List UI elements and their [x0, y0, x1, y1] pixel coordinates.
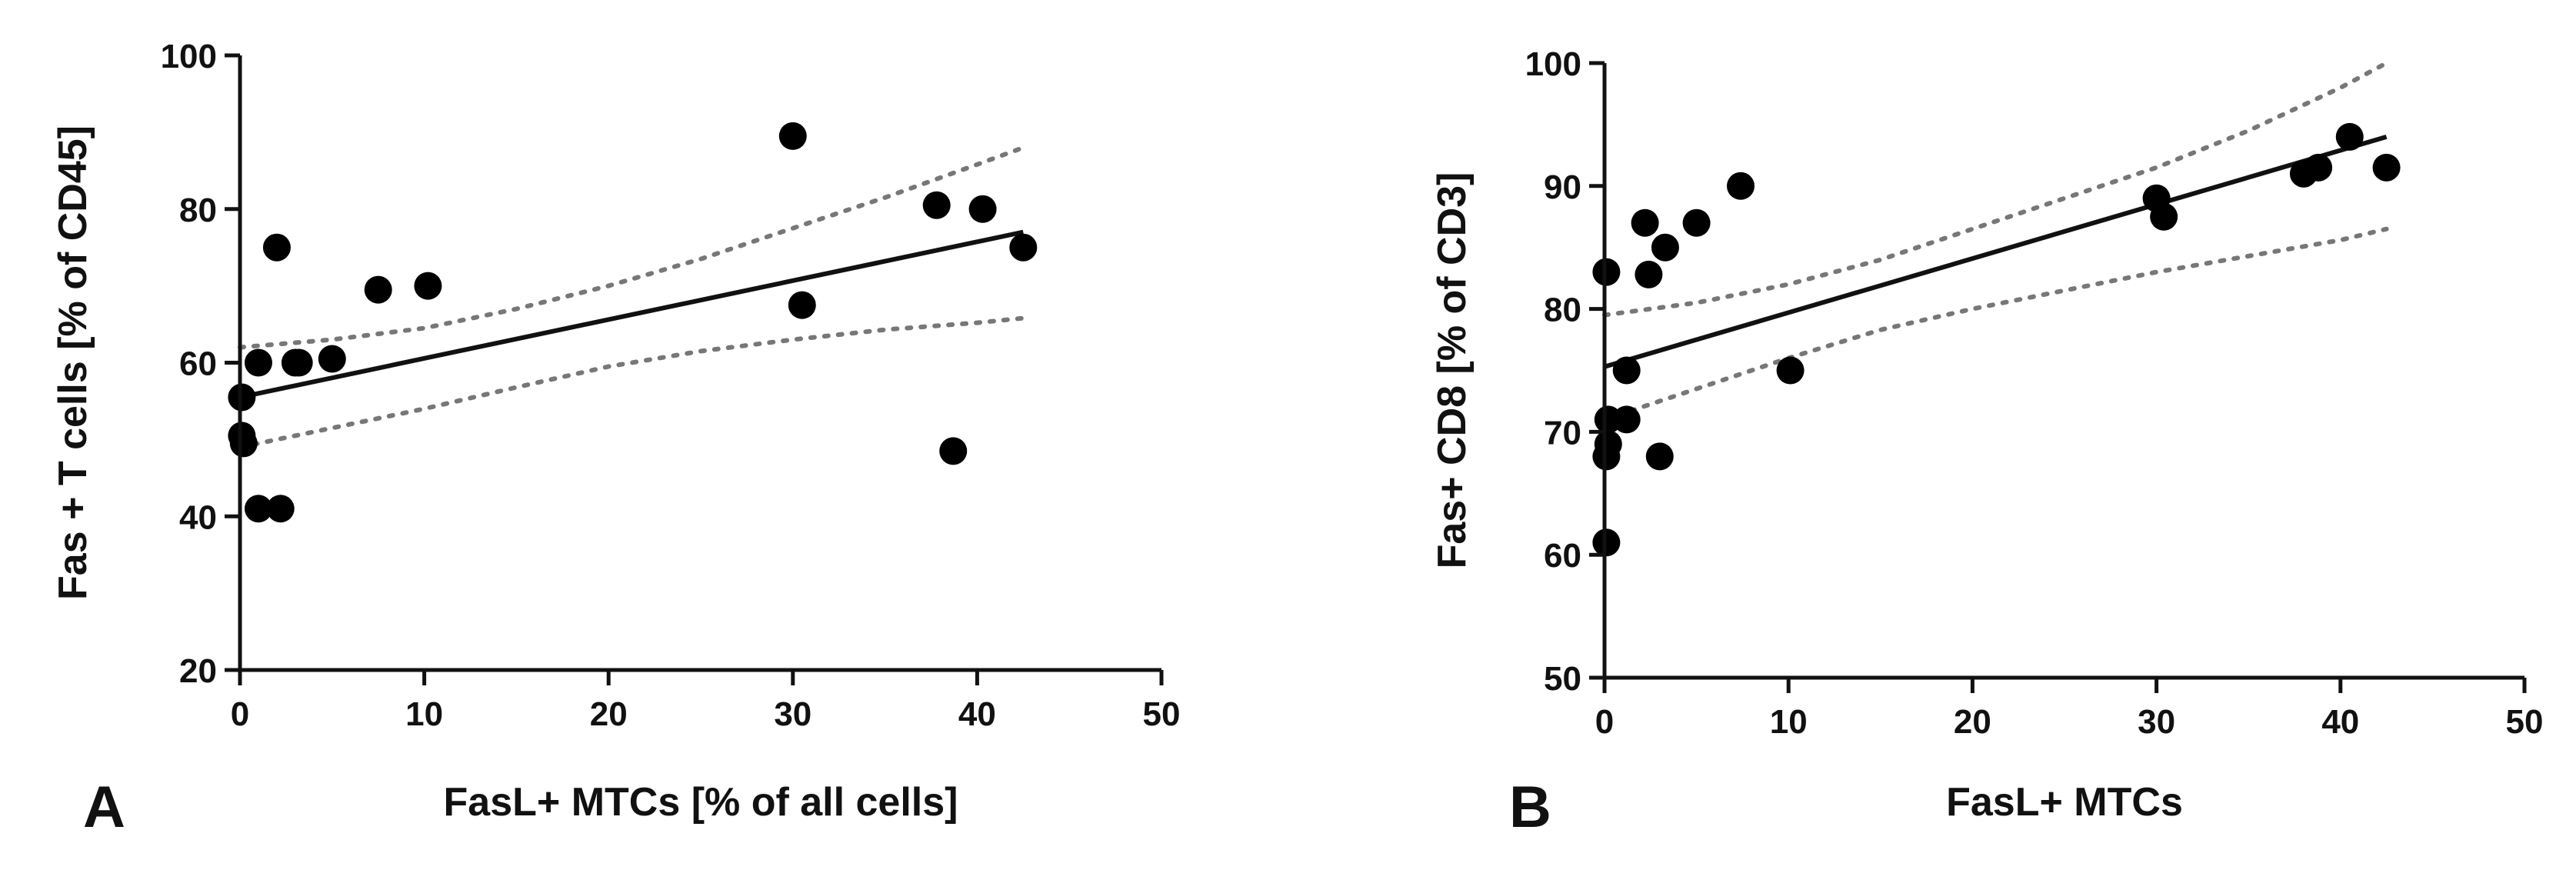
y-tick-label: 60: [1544, 537, 1581, 575]
x-tick-label: 50: [1143, 695, 1181, 733]
x-tick-label: 10: [405, 695, 443, 733]
data-point: [1682, 208, 1711, 237]
x-tick-label: 0: [231, 695, 249, 733]
data-point: [1009, 233, 1038, 262]
data-point: [244, 348, 272, 377]
y-tick-label: 100: [1525, 45, 1581, 83]
data-point: [1651, 233, 1679, 262]
tick-labels: 0 10 20 30 40 50 50 60 70 80 90 100: [1525, 45, 2544, 741]
data-point: [1635, 260, 1663, 288]
confidence-band-upper: [1602, 61, 2389, 318]
data-point: [2372, 153, 2401, 182]
x-tick-label: 40: [2321, 703, 2359, 741]
data-point: [285, 348, 313, 377]
regression-line: [1604, 135, 2388, 369]
data-point: [364, 275, 392, 304]
data-point: [244, 495, 272, 523]
x-tick-label: 30: [774, 695, 811, 733]
data-point: [788, 291, 816, 319]
data-point: [939, 437, 968, 465]
y-tick-label: 70: [1544, 414, 1581, 452]
data-points: [1592, 122, 2401, 557]
x-tick-label: 20: [590, 695, 628, 733]
tick-labels: 0 10 20 30 40 50 20 40 60 80 100: [161, 38, 1181, 733]
regression-line-group: [1604, 135, 2388, 369]
data-point: [2335, 122, 2364, 151]
data-point: [266, 495, 295, 523]
data-point: [1631, 208, 1659, 237]
panel-label: B: [1509, 775, 1551, 840]
data-point: [318, 345, 346, 373]
data-point: [414, 272, 442, 300]
data-point: [1645, 442, 1674, 471]
y-tick-label: 90: [1544, 168, 1581, 206]
data-point: [968, 195, 997, 223]
x-tick-label: 50: [2506, 703, 2544, 741]
y-tick-label: 50: [1544, 660, 1581, 698]
y-tick-label: 60: [179, 345, 217, 383]
confidence-band-lower: [238, 315, 1026, 450]
data-points: [228, 122, 1038, 523]
confidence-band-upper: [238, 145, 1026, 350]
y-tick-label: 80: [1544, 292, 1581, 329]
panel-label: A: [83, 775, 125, 840]
y-tick-label: 20: [179, 652, 217, 690]
panel-a: 0 10 20 30 40 50 20 40 60 80 100 FasL+ MTCs [% of …: [51, 38, 1180, 840]
x-tick-label: 0: [1595, 703, 1614, 741]
confidence-band: [1602, 61, 2389, 422]
data-point: [1612, 356, 1641, 385]
regression-line: [239, 229, 1024, 400]
x-axis-title: FasL+ MTCs: [1946, 780, 2183, 825]
x-axis-title: FasL+ MTCs [% of all cells]: [444, 780, 958, 825]
data-point: [1612, 405, 1641, 434]
x-tick-label: 20: [1954, 703, 1991, 741]
data-point: [229, 429, 258, 458]
confidence-band-lower: [1602, 226, 2389, 422]
data-point: [1776, 356, 1805, 385]
data-point: [262, 233, 291, 262]
axes: [1589, 61, 2527, 693]
y-tick-label: 40: [179, 498, 217, 536]
y-tick-label: 80: [179, 192, 217, 229]
data-point: [922, 191, 951, 219]
data-point: [2150, 202, 2178, 231]
data-point: [2304, 153, 2333, 182]
confidence-band: [238, 145, 1026, 450]
axes: [225, 53, 1164, 685]
data-point: [778, 122, 807, 150]
panel-b: 0 10 20 30 40 50 50 60 70 80 90 100 FasL+ MTCs Fas+…: [1430, 45, 2543, 840]
x-tick-label: 30: [2138, 703, 2175, 741]
x-tick-label: 40: [958, 695, 996, 733]
regression-line-group: [239, 229, 1024, 400]
x-tick-label: 10: [1770, 703, 1808, 741]
y-tick-label: 100: [161, 38, 217, 75]
y-axis-title: Fas+ CD8 [% of CD3]: [1430, 172, 1475, 569]
y-axis-title: Fas + T cells [% of CD45]: [51, 125, 95, 600]
data-point: [1727, 172, 1755, 200]
